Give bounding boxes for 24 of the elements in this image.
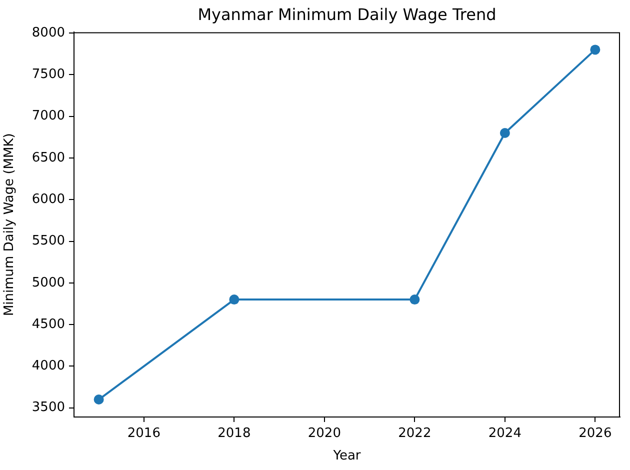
y-tick-label: 5000 — [32, 275, 65, 290]
x-tick-label: 2018 — [218, 426, 251, 442]
x-tick-label: 2022 — [398, 426, 432, 442]
chart-title: Myanmar Minimum Daily Wage Trend — [198, 4, 496, 24]
y-tick-label: 5500 — [32, 234, 65, 249]
point — [500, 128, 510, 138]
x-tick-label: 2016 — [127, 426, 160, 442]
y-axis-title: Minimum Daily Wage (MMK) — [2, 133, 18, 316]
y-tick-label: 7000 — [32, 108, 65, 124]
x-axis-title: Year — [332, 448, 362, 464]
y-tick-label: 6000 — [32, 192, 65, 207]
point — [94, 394, 104, 405]
point — [229, 294, 240, 305]
point — [590, 44, 600, 55]
y-tick-label: 4500 — [32, 316, 65, 332]
x-tick-label: 2020 — [308, 426, 341, 442]
y-tick-label: 7500 — [32, 67, 65, 82]
x-tick-label: 2024 — [488, 426, 522, 442]
point — [410, 294, 420, 305]
y-tick-label: 3500 — [32, 400, 65, 416]
y-tick-label: 6500 — [32, 150, 65, 166]
x-tick-label: 2026 — [578, 426, 612, 442]
y-tick-label: 8000 — [32, 25, 65, 40]
y-tick-label: 4000 — [32, 358, 65, 374]
